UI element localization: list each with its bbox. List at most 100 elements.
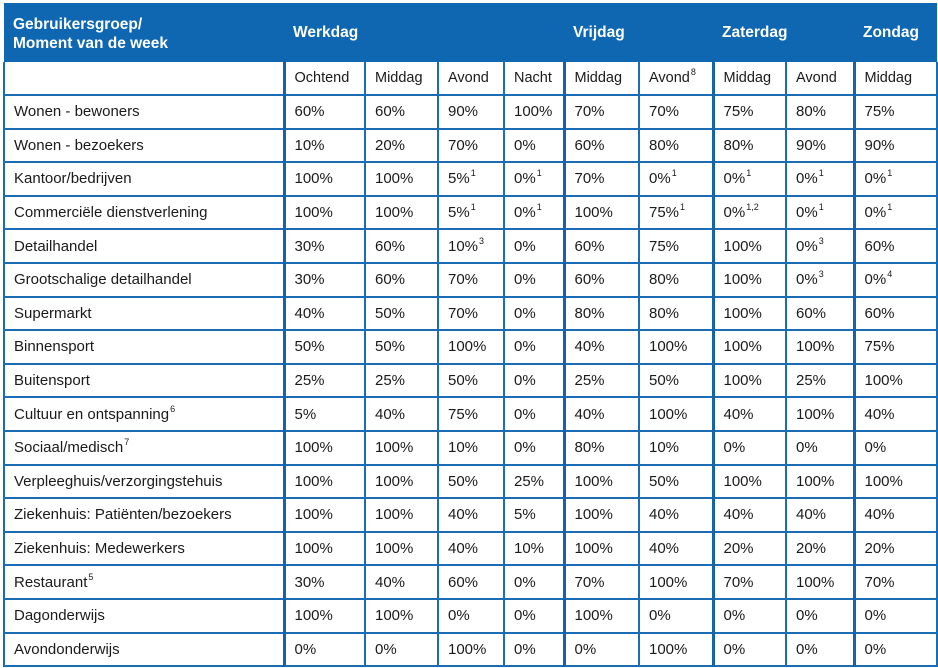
- value-cell: 60%: [364, 94, 439, 130]
- occupancy-value: 100%: [723, 237, 762, 255]
- occupancy-value: 60%: [864, 304, 895, 322]
- value-cell: 100%: [364, 429, 439, 466]
- occupancy-value: 0%: [796, 640, 818, 658]
- footnote-marker: 1,2: [746, 202, 759, 213]
- table-row: Detailhandel 30% 60% 10%3 0% 60% 75% 100% 0%3 60%: [3, 228, 938, 264]
- table-row: Verpleeghuis/verzorgingstehuis 100% 100% 50…: [3, 463, 938, 500]
- value-cell: 70%: [437, 127, 505, 164]
- group-header-vrijdag: Vrijdag: [564, 3, 713, 62]
- value-cell: 40%: [711, 497, 787, 533]
- value-cell: 25%: [562, 362, 640, 399]
- value-cell: 0%: [503, 396, 565, 432]
- row-label-cell: Avondonderwijs: [3, 631, 285, 668]
- footnote-marker: 3: [818, 269, 824, 280]
- occupancy-value: 0%: [514, 304, 536, 322]
- occupancy-value: 60%: [796, 304, 827, 322]
- value-cell: 75%1: [638, 194, 714, 231]
- value-cell: 20%: [364, 127, 439, 164]
- occupancy-value: 40%: [574, 338, 605, 356]
- footnote-marker: 5: [88, 571, 94, 582]
- value-cell: 100%: [852, 463, 938, 500]
- occupancy-value: 70%: [448, 304, 479, 322]
- subheader-cell: Middag: [364, 62, 439, 96]
- value-cell: 60%: [785, 295, 855, 332]
- occupancy-value: 40%: [448, 506, 479, 524]
- value-cell: 100%: [785, 396, 855, 432]
- occupancy-value: 40%: [723, 405, 754, 423]
- value-cell: 0%: [503, 564, 565, 600]
- occupancy-value: 0%: [864, 439, 887, 457]
- occupancy-value: 80%: [796, 103, 827, 121]
- value-cell: 100%: [282, 597, 366, 634]
- subheader-cell: Avond: [437, 62, 505, 96]
- occupancy-value: 0%: [864, 271, 887, 289]
- value-cell: 0%3: [785, 228, 855, 264]
- value-cell: 40%: [638, 530, 714, 567]
- occupancy-value: 80%: [649, 304, 680, 322]
- value-cell: 0%1: [785, 161, 855, 197]
- occupancy-value: 0%: [294, 640, 317, 658]
- value-cell: 80%: [785, 94, 855, 130]
- occupancy-value: 20%: [723, 540, 754, 558]
- value-cell: 50%: [364, 295, 439, 332]
- occupancy-value: 10%: [649, 439, 680, 457]
- value-cell: 70%: [638, 94, 714, 130]
- footnote-marker: 1: [671, 168, 677, 179]
- occupancy-value: 100%: [723, 338, 762, 356]
- occupancy-value: 90%: [864, 136, 895, 154]
- occupancy-value: 10%: [448, 237, 479, 255]
- value-cell: 100%: [282, 194, 366, 231]
- value-cell: 80%: [562, 429, 640, 466]
- value-cell: 100%: [282, 497, 366, 533]
- footnote-marker: 1: [470, 202, 476, 213]
- value-cell: 100%: [503, 94, 565, 130]
- subheader-cell: Middag: [852, 62, 938, 96]
- subheader-label: Middag: [723, 70, 772, 86]
- subheader-label: Middag: [375, 70, 423, 86]
- row-label: Wonen - bewoners: [14, 103, 140, 121]
- occupancy-value: 0%: [514, 204, 536, 222]
- footnote-marker: 4: [887, 269, 893, 280]
- occupancy-value: 60%: [574, 237, 605, 255]
- occupancy-value: 40%: [723, 506, 754, 524]
- value-cell: 5%1: [437, 194, 505, 231]
- occupancy-value: 0%: [796, 607, 818, 625]
- occupancy-value: 40%: [864, 506, 895, 524]
- row-label: Commerciële dienstverlening: [14, 204, 208, 222]
- value-cell: 40%: [638, 497, 714, 533]
- occupancy-value: 100%: [448, 640, 487, 658]
- value-cell: 40%: [282, 295, 366, 332]
- occupancy-value: 100%: [574, 204, 613, 222]
- row-label: Cultuur en ontspanning: [14, 405, 170, 423]
- value-cell: 100%: [785, 329, 855, 365]
- occupancy-value: 90%: [448, 103, 479, 121]
- table-row: Commerciële dienstverlening 100% 100% 5%1 0%…: [3, 194, 938, 231]
- value-cell: 0%: [711, 597, 787, 634]
- occupancy-value: 100%: [574, 472, 613, 490]
- occupancy-value: 100%: [375, 170, 414, 188]
- occupancy-value: 80%: [574, 439, 605, 457]
- value-cell: 75%: [638, 228, 714, 264]
- value-cell: 50%: [364, 329, 439, 365]
- occupancy-value: 100%: [796, 573, 835, 591]
- value-cell: 30%: [282, 228, 366, 264]
- occupancy-value: 100%: [796, 472, 835, 490]
- footnote-marker: 1: [887, 168, 893, 179]
- occupancy-value: 0%: [514, 607, 536, 625]
- occupancy-value: 100%: [375, 506, 414, 524]
- occupancy-value: 100%: [723, 304, 762, 322]
- occupancy-value: 100%: [796, 338, 835, 356]
- subheader-cell: Nacht: [503, 62, 565, 96]
- row-label-cell: Detailhandel: [3, 228, 285, 264]
- value-cell: 100%: [282, 530, 366, 567]
- row-label-cell: Commerciële dienstverlening: [3, 194, 285, 231]
- value-cell: 40%: [562, 329, 640, 365]
- row-label-header: Gebruikersgroep/ Moment van de week: [4, 3, 284, 62]
- occupancy-value: 75%: [723, 103, 754, 121]
- occupancy-value: 75%: [864, 103, 895, 121]
- row-label-header-line2: Moment van de week: [13, 34, 169, 52]
- occupancy-value: 50%: [375, 304, 406, 322]
- footnote-marker: 1: [536, 202, 542, 213]
- occupancy-value: 100%: [649, 338, 688, 356]
- value-cell: 100%: [282, 161, 366, 197]
